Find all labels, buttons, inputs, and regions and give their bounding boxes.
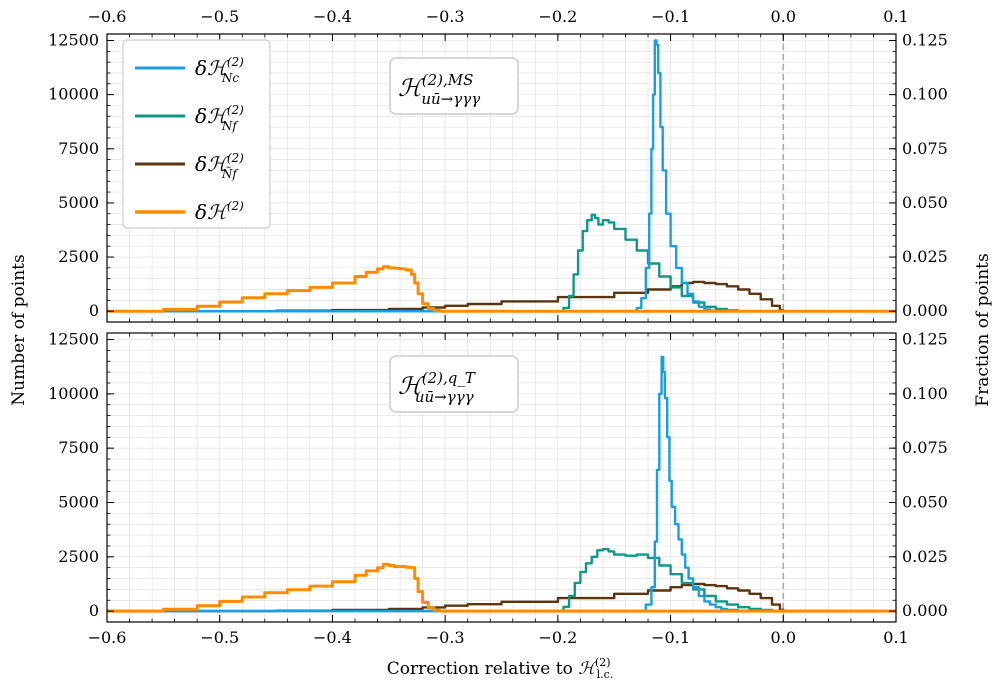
- y-tick-label: 2500: [58, 247, 99, 266]
- series-line-3: [107, 562, 896, 613]
- annotation-box: [389, 355, 519, 413]
- x-axis-title-sup: (2): [595, 656, 611, 669]
- x-tick-label-top: −0.4: [313, 7, 352, 26]
- plot-frame: [106, 33, 897, 323]
- series-line-3: [107, 265, 896, 313]
- series-line-1: [107, 548, 896, 613]
- left-axis-title: Number of points: [9, 254, 29, 405]
- y-tick-label: 10000: [48, 85, 99, 104]
- y-tick-label: 12500: [48, 30, 99, 49]
- series-line-2: [107, 582, 896, 613]
- x-tick-label-top: −0.1: [651, 7, 690, 26]
- x-tick-label-top: −0.5: [200, 7, 239, 26]
- y-tick-label: 5000: [58, 492, 99, 511]
- y2-tick-label: 0.100: [902, 384, 948, 403]
- x-tick-label-top: 0.0: [771, 7, 796, 26]
- x-axis-title-symbol: ℋ: [578, 659, 598, 679]
- y2-tick-label: 0.125: [902, 30, 948, 49]
- x-tick-label-top: −0.3: [426, 7, 465, 26]
- series-line-1: [107, 213, 896, 313]
- x-tick-label: −0.3: [426, 628, 465, 647]
- y2-tick-label: 0.000: [902, 601, 948, 620]
- y-tick-label: 10000: [48, 384, 99, 403]
- x-tick-label: −0.4: [313, 628, 352, 647]
- legend: [122, 39, 271, 229]
- y-tick-label: 0: [89, 301, 99, 320]
- x-tick-label-top: 0.1: [883, 7, 908, 26]
- legend-label: δℋ(2) Nc: [195, 55, 244, 85]
- y-tick-label: 7500: [58, 438, 99, 457]
- top-panel: −0.6 −0.5 −0.4 −0.3 −0.2 −0.1 0.0 0.1 0 2500 5000 7…: [48, 7, 948, 323]
- y-tick-label: 0: [89, 601, 99, 620]
- x-tick-label: −0.2: [538, 628, 577, 647]
- x-axis-title-sub: l.c.: [597, 668, 614, 681]
- annotation-box: [389, 57, 519, 115]
- series-line-2: [107, 280, 896, 313]
- y2-tick-label: 0.025: [902, 247, 948, 266]
- legend-label: δℋ(2) Ñf: [195, 151, 244, 181]
- y2-tick-label: 0.075: [902, 139, 948, 158]
- legend-label: δℋ(2) Nf: [195, 103, 244, 133]
- y2-tick-label: 0.000: [902, 301, 948, 320]
- y2-tick-label: 0.100: [902, 85, 948, 104]
- right-axis-title: Fraction of points: [973, 253, 993, 406]
- y2-tick-label: 0.025: [902, 547, 948, 566]
- bottom-panel: −0.6 −0.5 −0.4 −0.3 −0.2 −0.1 0.0 0.1 0 2500 5000 7…: [48, 330, 948, 647]
- y2-tick-label: 0.125: [902, 330, 948, 349]
- y-tick-label: 7500: [58, 139, 99, 158]
- x-tick-label-top: −0.6: [88, 7, 127, 26]
- x-axis-title-text: Correction relative to: [387, 659, 579, 679]
- x-tick-label-top: −0.2: [538, 7, 577, 26]
- x-tick-label: −0.1: [651, 628, 690, 647]
- y2-tick-label: 0.050: [902, 492, 948, 511]
- x-tick-label: 0.0: [771, 628, 796, 647]
- y2-tick-label: 0.050: [902, 193, 948, 212]
- annotation-formula: ℋ(2),MS uū→γγγ: [398, 71, 480, 108]
- annotation-formula: ℋ(2),q_T uū→γγγ: [398, 369, 476, 406]
- x-tick-label: −0.5: [200, 628, 239, 647]
- plot-frame: [106, 332, 897, 623]
- y-tick-label: 5000: [58, 193, 99, 212]
- x-axis-title: Correction relative to ℋ(2) l.c.: [387, 656, 614, 681]
- legend-label: δℋ(2): [195, 199, 244, 224]
- series-line-0: [107, 355, 896, 613]
- series-line-0: [107, 39, 896, 313]
- y-tick-label: 2500: [58, 547, 99, 566]
- y2-tick-label: 0.075: [902, 438, 948, 457]
- x-tick-label: −0.6: [88, 628, 127, 647]
- y-tick-label: 12500: [48, 330, 99, 349]
- x-tick-label: 0.1: [883, 628, 908, 647]
